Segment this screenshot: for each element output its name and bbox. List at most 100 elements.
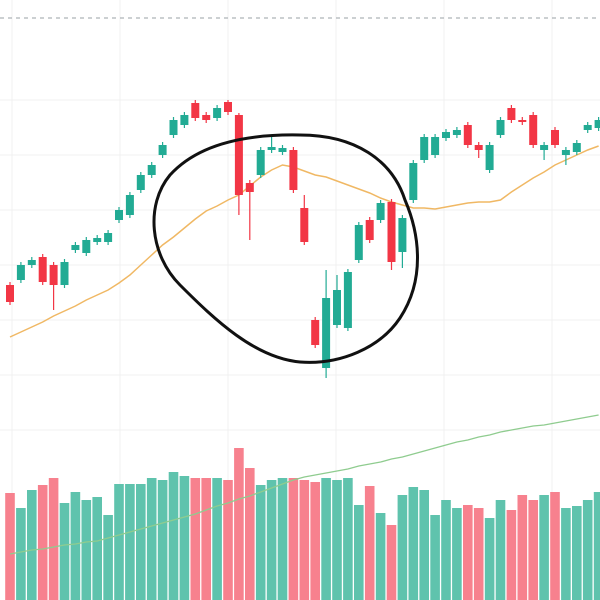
volume-bar [245, 468, 255, 600]
volume-bar [37, 485, 48, 600]
volume-bar [572, 506, 582, 600]
volume-bar [125, 484, 135, 600]
volume-bar [484, 518, 495, 600]
volume-bar [81, 500, 92, 600]
volume-bar [375, 513, 386, 600]
volume-bar [114, 484, 124, 600]
candle-body [6, 285, 14, 302]
volume-bar [190, 478, 201, 600]
candle-body [224, 102, 232, 112]
candle-body [125, 195, 134, 215]
volume-bar [59, 503, 70, 600]
volume-bar [299, 480, 310, 600]
candle-body [529, 115, 538, 145]
volume-bar [495, 500, 506, 600]
candle-body [354, 225, 363, 260]
candle-body [518, 120, 527, 122]
candle-body [311, 320, 320, 345]
candle-body [442, 132, 450, 138]
volume-bars [5, 448, 600, 600]
candle-body [420, 137, 429, 160]
candle-body [398, 218, 407, 252]
candle-body [452, 130, 461, 135]
volume-bar [179, 476, 190, 600]
volume-bar [473, 508, 484, 600]
volume-bar [321, 478, 331, 600]
volume-bar [506, 510, 517, 600]
candle-body [256, 150, 265, 175]
candle-body [463, 125, 472, 145]
volume-bar [343, 478, 353, 600]
volume-bar [16, 508, 26, 600]
candle-body [431, 137, 440, 155]
candle-body [289, 150, 298, 190]
candle-body [82, 240, 91, 253]
volume-bar [354, 505, 364, 600]
moving-averages [9, 145, 599, 555]
volume-bar [212, 478, 222, 600]
candle-body [485, 145, 494, 170]
volume-bar [136, 484, 146, 600]
candle-body [583, 125, 592, 130]
volume-average-line [9, 414, 599, 555]
grid [0, 99, 600, 431]
candle-body [245, 183, 254, 192]
candle-body [60, 262, 69, 285]
moving-average-line [9, 145, 599, 338]
candle-body [180, 115, 189, 125]
candle-body [365, 220, 374, 240]
candle-body [551, 130, 559, 145]
volume-bar [70, 492, 81, 600]
volume-bar [430, 515, 440, 600]
candle-body [158, 145, 167, 155]
candle-body [169, 120, 178, 135]
volume-bar [593, 492, 600, 600]
candle-body [202, 115, 211, 120]
candle-body [333, 290, 341, 325]
candle-body [387, 202, 396, 262]
candle-body [572, 143, 581, 152]
candle-body [27, 260, 36, 265]
candle-body [93, 238, 102, 242]
candle-body [71, 245, 80, 250]
volume-bar [103, 515, 113, 600]
volume-bar [441, 500, 451, 600]
candle-body [147, 165, 156, 175]
volume-bar [550, 492, 560, 600]
volume-bar [332, 480, 342, 600]
candle-body [234, 115, 243, 195]
volume-bar [419, 490, 429, 600]
volume-bar [168, 472, 179, 600]
volume-bar [223, 480, 233, 600]
volume-bar [157, 480, 168, 600]
candle-body [409, 163, 418, 200]
candle-body [16, 265, 25, 280]
candle-body [267, 147, 276, 150]
candle-body [278, 148, 287, 152]
volume-bar [27, 490, 37, 600]
volume-bar [528, 500, 538, 600]
candle-body [213, 108, 222, 118]
candle-body [322, 298, 331, 368]
candle-body [507, 108, 516, 120]
volume-bar [5, 493, 15, 600]
volume-bar [408, 487, 419, 600]
candle-body [376, 203, 385, 220]
volume-bar [266, 480, 277, 600]
volume-bar [288, 478, 299, 600]
volume-bar [146, 478, 157, 600]
volume-bar [234, 448, 244, 600]
candle-body [540, 145, 549, 150]
candle-body [594, 120, 600, 128]
candle-body [561, 150, 570, 155]
volume-bar [397, 495, 408, 600]
volume-bar [539, 495, 549, 600]
candles [6, 100, 600, 378]
volume-bar [201, 478, 211, 600]
volume-bar [310, 482, 320, 600]
volume-bar [255, 485, 266, 600]
candle-body [49, 265, 58, 285]
hand-drawn-circle [152, 133, 419, 364]
volume-bar [48, 478, 59, 600]
